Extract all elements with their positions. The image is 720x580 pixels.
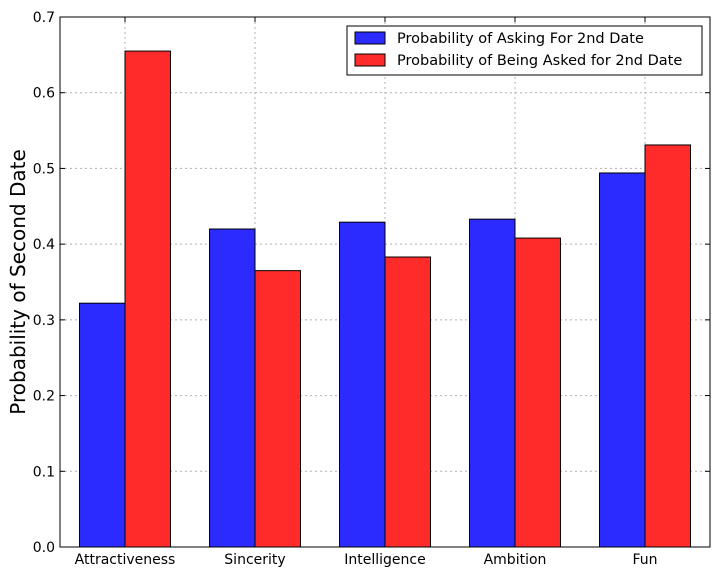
y-tick-label: 0.5 xyxy=(33,161,55,177)
y-tick-label: 0.3 xyxy=(33,313,55,329)
legend-label: Probability of Being Asked for 2nd Date xyxy=(397,53,682,69)
y-tick-label: 0.6 xyxy=(33,86,55,102)
legend: Probability of Asking For 2nd Date Probab… xyxy=(346,25,703,76)
bar-asking xyxy=(469,218,516,548)
bar-being-asked xyxy=(254,270,301,548)
y-tick-label: 0.2 xyxy=(33,389,55,405)
ticks: 0.0 0.1 0.2 0.3 0.4 0.5 0.6 0.7 Attractiveness Si… xyxy=(33,10,710,568)
x-tick-label: Intelligence xyxy=(344,552,425,568)
bar-being-asked xyxy=(124,50,171,548)
bar-being-asked xyxy=(384,256,431,548)
x-tick-label: Fun xyxy=(632,552,657,568)
bar-being-asked xyxy=(644,144,691,548)
legend-box xyxy=(346,25,703,76)
x-tick-label: Sincerity xyxy=(224,552,285,568)
legend-swatch xyxy=(354,53,386,67)
y-tick-label: 0.0 xyxy=(33,540,55,556)
bar-asking xyxy=(79,302,126,548)
legend-label: Probability of Asking For 2nd Date xyxy=(397,31,644,47)
y-tick-label: 0.7 xyxy=(33,10,55,26)
y-axis-label: Probability of Second Date xyxy=(6,149,30,414)
x-tick-label: Ambition xyxy=(484,552,547,568)
bar-asking xyxy=(209,228,256,548)
x-tick-label: Attractiveness xyxy=(75,552,176,568)
y-tick-label: 0.4 xyxy=(33,237,55,253)
bar-asking xyxy=(339,221,386,548)
y-tick-label: 0.1 xyxy=(33,464,55,480)
bars xyxy=(79,50,691,548)
bar-asking xyxy=(599,172,646,548)
legend-swatch xyxy=(354,31,386,45)
bar-being-asked xyxy=(514,237,561,548)
